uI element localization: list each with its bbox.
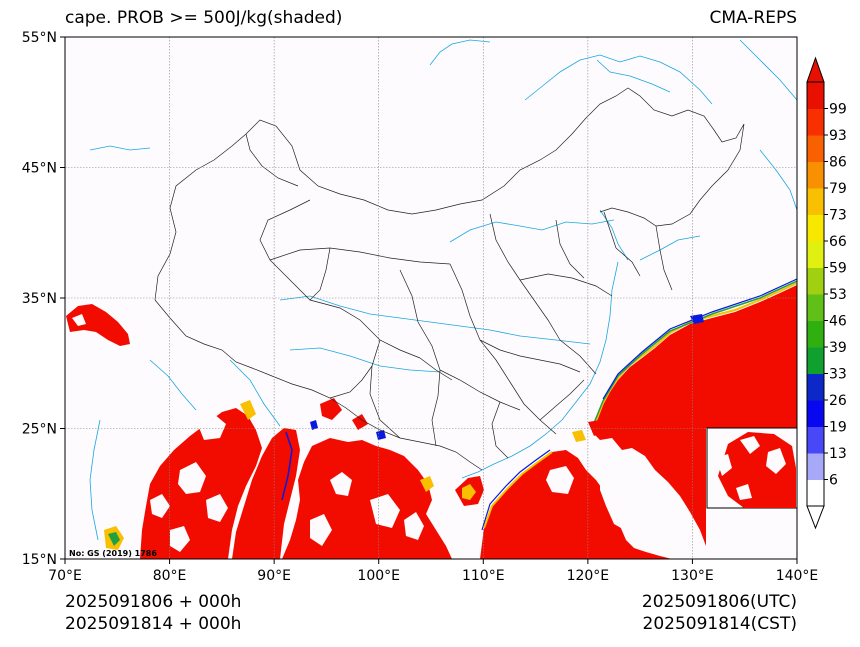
lon-tick-label: 140°E bbox=[776, 568, 819, 584]
init-time-utc: 2025091806 + 000h bbox=[65, 592, 242, 612]
colorbar-segment bbox=[807, 453, 824, 480]
colorbar-lower-triangle bbox=[806, 505, 825, 530]
shade-south-china-sea bbox=[480, 450, 672, 559]
borders bbox=[154, 87, 745, 471]
lat-lon-grid bbox=[65, 37, 797, 559]
colorbar: 6 13 19 26 33 39 46 53 59 66 73 79 86 93 99 bbox=[806, 56, 847, 530]
valid-time-utc: 2025091806(UTC) bbox=[641, 592, 797, 612]
colorbar-label: 73 bbox=[829, 208, 847, 224]
init-time-cst: 2025091814 + 000h bbox=[65, 614, 242, 634]
axis-ticks: 70°E 80°E 90°E 100°E 110°E 120°E 130°E 140°E 15°… bbox=[22, 30, 819, 584]
cape-probability-shading bbox=[65, 278, 797, 559]
colorbar-segment bbox=[807, 161, 824, 189]
lat-tick-label: 35°N bbox=[22, 291, 57, 307]
colorbar-label: 13 bbox=[829, 446, 847, 462]
colorbar-label: 46 bbox=[829, 314, 847, 330]
colorbar-segment bbox=[807, 347, 824, 374]
colorbar-label: 19 bbox=[829, 420, 847, 436]
colorbar-segment bbox=[807, 214, 824, 242]
colorbar-label: 86 bbox=[829, 155, 847, 171]
lat-tick-label: 15°N bbox=[22, 552, 57, 568]
colorbar-label: 79 bbox=[829, 181, 847, 197]
colorbar-segment bbox=[807, 188, 824, 215]
lon-tick-label: 110°E bbox=[462, 568, 505, 584]
map-credit: No: GS (2019) 1786 bbox=[69, 549, 157, 558]
colorbar-label: 93 bbox=[829, 128, 847, 144]
shade-bay-of-bengal bbox=[232, 428, 300, 559]
colorbar-label: 66 bbox=[829, 234, 847, 250]
colorbar-segment bbox=[807, 320, 824, 348]
south-china-sea-inset bbox=[706, 427, 798, 509]
lon-tick-label: 100°E bbox=[357, 568, 400, 584]
valid-time-cst: 2025091814(CST) bbox=[642, 614, 797, 634]
colorbar-label: 59 bbox=[829, 261, 847, 277]
lon-tick-label: 70°E bbox=[48, 568, 82, 584]
lat-tick-label: 55°N bbox=[22, 30, 57, 46]
lon-tick-label: 80°E bbox=[153, 568, 187, 584]
colorbar-label: 33 bbox=[829, 367, 847, 383]
colorbar-label: 39 bbox=[829, 340, 847, 356]
lon-tick-label: 120°E bbox=[567, 568, 610, 584]
lon-tick-label: 90°E bbox=[257, 568, 291, 584]
colorbar-segment bbox=[807, 108, 824, 136]
colorbar-upper-triangle bbox=[806, 56, 825, 83]
colorbar-segment bbox=[807, 479, 824, 507]
map-title: cape. PROB >= 500J/kg(shaded) bbox=[65, 8, 343, 28]
model-name: CMA-REPS bbox=[709, 8, 797, 28]
colorbar-segment bbox=[807, 400, 824, 427]
colorbar-label: 99 bbox=[829, 102, 847, 118]
colorbar-segment bbox=[807, 241, 824, 268]
colorbar-segment bbox=[807, 373, 824, 401]
colorbar-segment bbox=[807, 135, 824, 162]
colorbar-segment bbox=[807, 294, 824, 321]
colorbar-segment bbox=[807, 267, 824, 295]
colorbar-label: 26 bbox=[829, 393, 847, 409]
colorbar-label: 53 bbox=[829, 287, 847, 303]
lat-tick-label: 45°N bbox=[22, 161, 57, 177]
lat-tick-label: 25°N bbox=[22, 422, 57, 438]
lon-tick-label: 130°E bbox=[671, 568, 714, 584]
colorbar-label: 6 bbox=[829, 473, 838, 489]
colorbar-segment bbox=[807, 82, 824, 109]
colorbar-segment bbox=[807, 426, 824, 454]
shade-pacific bbox=[592, 285, 797, 546]
